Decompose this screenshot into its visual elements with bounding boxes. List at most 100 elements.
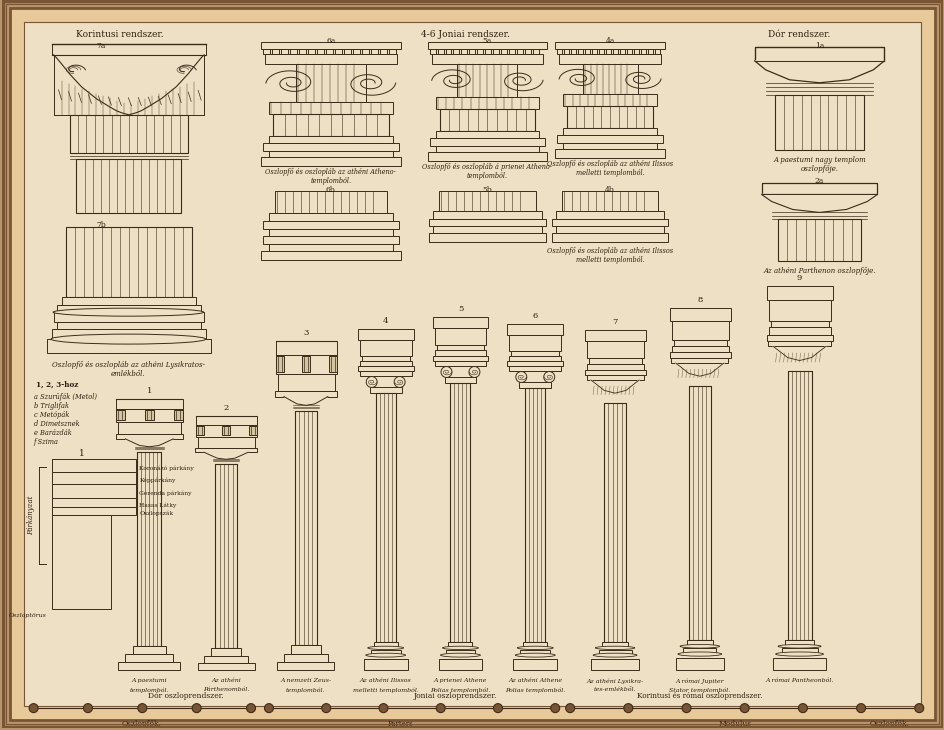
Bar <box>376 393 396 642</box>
Ellipse shape <box>441 653 480 657</box>
Bar <box>269 136 393 143</box>
Bar <box>432 356 488 361</box>
Bar <box>768 341 831 347</box>
Bar <box>556 226 664 234</box>
Text: Párkányzat: Párkányzat <box>27 496 36 535</box>
Bar <box>358 366 413 371</box>
Bar <box>317 49 324 54</box>
Text: c Metópák: c Metópák <box>34 411 69 419</box>
Bar <box>363 659 408 670</box>
Bar <box>308 49 315 54</box>
Bar <box>578 49 583 54</box>
Text: b Triglifak: b Triglifak <box>34 402 69 410</box>
Bar <box>116 410 126 420</box>
Bar <box>197 663 255 670</box>
Bar <box>65 228 193 297</box>
Bar <box>57 322 201 329</box>
Bar <box>126 654 174 662</box>
Bar <box>370 388 401 393</box>
Bar <box>767 286 834 300</box>
Ellipse shape <box>368 646 404 650</box>
Bar <box>196 426 204 435</box>
Circle shape <box>515 372 527 383</box>
Bar <box>299 49 306 54</box>
Ellipse shape <box>515 653 555 657</box>
Circle shape <box>915 704 924 712</box>
Ellipse shape <box>443 646 479 650</box>
Bar <box>555 149 665 158</box>
Bar <box>428 42 548 49</box>
Text: 8: 8 <box>697 296 702 304</box>
Bar <box>565 49 569 54</box>
Bar <box>57 305 201 312</box>
Bar <box>275 391 337 396</box>
Circle shape <box>624 704 632 712</box>
Bar <box>440 109 535 131</box>
Bar <box>446 49 451 54</box>
Polygon shape <box>676 363 724 386</box>
Bar <box>604 403 626 642</box>
Text: Oszlopfő és oszlopláb az athéni Lysikratos-: Oszlopfő és oszlopláb az athéni Lysikrat… <box>52 361 205 369</box>
Bar <box>670 308 731 320</box>
Text: Oszlopfők.: Oszlopfők. <box>869 720 909 729</box>
Bar <box>196 425 257 437</box>
Bar <box>295 64 365 102</box>
Text: f Szima: f Szima <box>34 438 59 446</box>
Polygon shape <box>773 347 826 371</box>
Bar <box>379 49 387 54</box>
Bar <box>269 213 393 221</box>
Bar <box>430 138 546 145</box>
Text: A prienei Athene: A prienei Athene <box>434 678 487 683</box>
Bar <box>641 49 646 54</box>
Circle shape <box>469 366 480 377</box>
Bar <box>591 659 639 670</box>
Bar <box>137 452 161 646</box>
Text: 4-6 Joniai rendszer.: 4-6 Joniai rendszer. <box>421 30 510 39</box>
Circle shape <box>683 704 691 712</box>
Bar <box>627 49 632 54</box>
Circle shape <box>436 704 446 712</box>
Bar <box>435 97 539 109</box>
Bar <box>362 49 369 54</box>
Bar <box>501 49 507 54</box>
Bar <box>587 364 644 369</box>
Bar <box>507 361 564 366</box>
Bar <box>52 472 136 484</box>
Bar <box>263 143 398 151</box>
Text: Oszloptörus: Oszloptörus <box>8 613 46 618</box>
Text: Párthenomból.: Párthenomból. <box>203 687 249 692</box>
Text: Az athéni Parthenon oszlopfője.: Az athéni Parthenon oszlopfője. <box>764 267 876 275</box>
Bar <box>563 191 658 212</box>
Circle shape <box>138 704 147 712</box>
Bar <box>556 212 664 220</box>
Ellipse shape <box>517 646 553 650</box>
Text: Korintusi és római oszloprendszer.: Korintusi és római oszloprendszer. <box>637 692 763 700</box>
Bar <box>689 386 711 640</box>
Bar <box>196 416 257 425</box>
Bar <box>517 49 523 54</box>
Text: melletti templomból.: melletti templomból. <box>353 687 418 693</box>
Bar <box>76 158 181 213</box>
Text: melletti templomból.: melletti templomból. <box>576 256 645 264</box>
Circle shape <box>441 366 452 377</box>
Bar <box>586 375 644 380</box>
Bar <box>620 49 625 54</box>
Bar <box>52 458 136 472</box>
Bar <box>520 650 550 655</box>
Bar <box>269 151 393 157</box>
Bar <box>432 212 542 220</box>
Bar <box>670 352 731 358</box>
Text: A nemzeti Zeus-: A nemzeti Zeus- <box>280 678 331 683</box>
Polygon shape <box>126 439 174 447</box>
Text: melletti templomból.: melletti templomból. <box>576 169 645 177</box>
Bar <box>52 507 136 515</box>
Bar <box>276 356 284 372</box>
Bar <box>533 49 539 54</box>
Bar <box>222 426 230 435</box>
Text: 4b: 4b <box>605 185 615 193</box>
Bar <box>261 42 400 49</box>
Circle shape <box>544 372 555 383</box>
Text: d Dimetsznek: d Dimetsznek <box>34 420 79 428</box>
Text: 3: 3 <box>303 329 309 337</box>
Bar <box>525 388 546 642</box>
